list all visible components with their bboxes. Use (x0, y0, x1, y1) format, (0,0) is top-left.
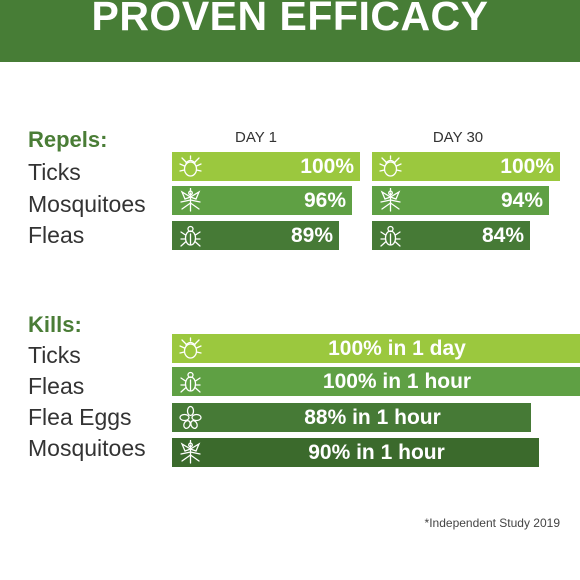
day1-column-header: DAY 1 (235, 129, 277, 146)
flea-icon (180, 371, 201, 393)
kills-row-label: Fleas (28, 373, 85, 399)
repels-bar: 100% (372, 152, 560, 181)
kills-bar: 100% in 1 hour (172, 367, 580, 396)
flea-eggs-icon (179, 405, 202, 429)
repels-bar: 96% (172, 186, 352, 215)
footnote: *Independent Study 2019 (424, 516, 560, 530)
kills-bar: 88% in 1 hour (172, 403, 531, 432)
kills-row-label: Mosquitoes (28, 435, 146, 461)
bar-value-label: 94% (500, 189, 543, 212)
kills-bar: 100% in 1 day (172, 334, 580, 363)
mosquito-icon (180, 440, 201, 464)
repels-section-title: Repels: (28, 127, 108, 152)
repels-row-label: Fleas (28, 222, 85, 248)
tick-icon (179, 337, 202, 359)
title-banner: PROVEN EFFICACY (0, 0, 580, 62)
kills-section-title: Kills: (28, 312, 82, 337)
kills-row-label: Flea Eggs (28, 404, 132, 430)
flea-icon (380, 225, 401, 247)
repels-bar: 89% (172, 221, 339, 250)
flea-icon (180, 225, 201, 247)
bar-value-label: 89% (290, 224, 333, 247)
tick-icon (179, 155, 202, 177)
kills-row-label: Ticks (28, 342, 81, 368)
bar-value-label: 100% (300, 155, 354, 178)
mosquito-icon (380, 188, 401, 212)
bar-value-label: 100% (500, 155, 554, 178)
page-title: PROVEN EFFICACY (91, 0, 489, 39)
day30-column-header: DAY 30 (432, 129, 484, 146)
bar-value-label: 100% in 1 hour (322, 370, 472, 393)
kills-bar: 90% in 1 hour (172, 438, 539, 467)
bar-value-label: 100% in 1 day (328, 337, 466, 360)
bar-value-label: 84% (481, 224, 524, 247)
repels-bar: 94% (372, 186, 549, 215)
repels-bar: 100% (172, 152, 360, 181)
tick-icon (379, 155, 402, 177)
repels-row-label: Ticks (28, 159, 81, 185)
bar-value-label: 96% (303, 189, 346, 212)
bar-value-label: 88% in 1 hour (304, 406, 441, 429)
repels-bar: 84% (372, 221, 530, 250)
repels-row-label: Mosquitoes (28, 191, 146, 217)
mosquito-icon (180, 188, 201, 212)
bar-value-label: 90% in 1 hour (308, 441, 445, 464)
